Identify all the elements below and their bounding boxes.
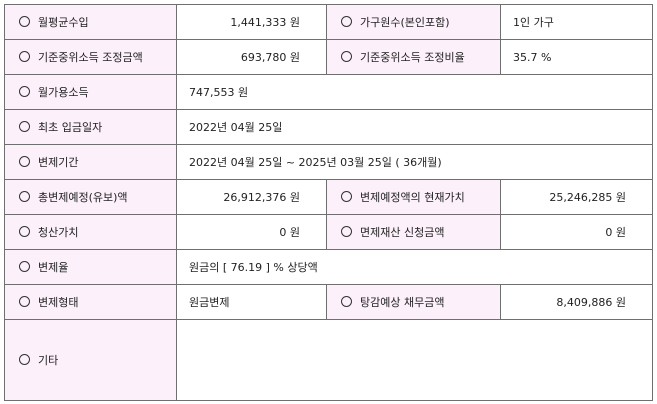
field-value: 35.7 % bbox=[500, 39, 653, 75]
field-value: 747,553 원 bbox=[176, 74, 653, 110]
label-text: 변제예정액의 현재가치 bbox=[360, 191, 465, 204]
circle-bullet-icon bbox=[19, 226, 30, 237]
label-text: 기준중위소득 조정금액 bbox=[38, 51, 143, 64]
field-label: 최초 입금일자 bbox=[4, 109, 177, 145]
table-row: 기타 bbox=[4, 319, 653, 401]
table-row: 청산가치 0 원 면제재산 신청금액 0 원 bbox=[4, 214, 653, 250]
circle-bullet-icon bbox=[19, 191, 30, 202]
circle-bullet-icon bbox=[341, 191, 352, 202]
label-text: 기타 bbox=[38, 354, 59, 367]
field-label: 변제예정액의 현재가치 bbox=[326, 179, 501, 215]
label-text: 변제기간 bbox=[38, 156, 79, 169]
field-value: 8,409,886 원 bbox=[500, 284, 653, 320]
label-text: 청산가치 bbox=[38, 226, 79, 239]
circle-bullet-icon bbox=[19, 86, 30, 97]
table-row: 최초 입금일자 2022년 04월 25일 bbox=[4, 109, 653, 145]
repayment-summary-table: 월평균수입 1,441,333 원 가구원수(본인포함) 1인 가구 기준중위소득 조정… bbox=[4, 4, 653, 401]
field-label: 변제기간 bbox=[4, 144, 177, 180]
table-row: 월가용소득 747,553 원 bbox=[4, 74, 653, 110]
field-value: 0 원 bbox=[176, 214, 327, 250]
label-text: 최초 입금일자 bbox=[38, 121, 103, 134]
field-label: 면제재산 신청금액 bbox=[326, 214, 501, 250]
label-text: 월가용소득 bbox=[38, 86, 89, 99]
field-value bbox=[176, 319, 653, 401]
circle-bullet-icon bbox=[19, 296, 30, 307]
label-text: 기준중위소득 조정비율 bbox=[360, 51, 465, 64]
circle-bullet-icon bbox=[341, 51, 352, 62]
field-value: 25,246,285 원 bbox=[500, 179, 653, 215]
field-label: 변제율 bbox=[4, 249, 177, 285]
label-text: 변제율 bbox=[38, 261, 69, 274]
label-text: 총변제예정(유보)액 bbox=[38, 191, 128, 204]
field-value: 2022년 04월 25일 bbox=[176, 109, 653, 145]
field-label: 총변제예정(유보)액 bbox=[4, 179, 177, 215]
circle-bullet-icon bbox=[341, 226, 352, 237]
circle-bullet-icon bbox=[19, 156, 30, 167]
field-label: 가구원수(본인포함) bbox=[326, 4, 501, 40]
table-row: 월평균수입 1,441,333 원 가구원수(본인포함) 1인 가구 bbox=[4, 4, 653, 40]
table-row: 변제율 원금의 [ 76.19 ] % 상당액 bbox=[4, 249, 653, 285]
field-label: 월평균수입 bbox=[4, 4, 177, 40]
circle-bullet-icon bbox=[341, 296, 352, 307]
circle-bullet-icon bbox=[19, 16, 30, 27]
field-label: 변제형태 bbox=[4, 284, 177, 320]
table-row: 기준중위소득 조정금액 693,780 원 기준중위소득 조정비율 35.7 % bbox=[4, 39, 653, 75]
table-row: 변제기간 2022년 04월 25일 ~ 2025년 03월 25일 ( 36개월… bbox=[4, 144, 653, 180]
field-label: 기준중위소득 조정비율 bbox=[326, 39, 501, 75]
field-value: 2022년 04월 25일 ~ 2025년 03월 25일 ( 36개월) bbox=[176, 144, 653, 180]
label-text: 월평균수입 bbox=[38, 16, 89, 29]
circle-bullet-icon bbox=[19, 261, 30, 272]
field-label: 탕감예상 채무금액 bbox=[326, 284, 501, 320]
field-label: 청산가치 bbox=[4, 214, 177, 250]
label-text: 가구원수(본인포함) bbox=[360, 16, 450, 29]
field-value: 0 원 bbox=[500, 214, 653, 250]
circle-bullet-icon bbox=[19, 51, 30, 62]
field-label: 기준중위소득 조정금액 bbox=[4, 39, 177, 75]
field-value: 원금변제 bbox=[176, 284, 327, 320]
circle-bullet-icon bbox=[19, 354, 30, 365]
table-row: 총변제예정(유보)액 26,912,376 원 변제예정액의 현재가치 25,246,… bbox=[4, 179, 653, 215]
label-text: 변제형태 bbox=[38, 296, 79, 309]
label-text: 탕감예상 채무금액 bbox=[360, 296, 445, 309]
field-value: 원금의 [ 76.19 ] % 상당액 bbox=[176, 249, 653, 285]
field-label: 기타 bbox=[4, 319, 177, 401]
field-value: 1인 가구 bbox=[500, 4, 653, 40]
label-text: 면제재산 신청금액 bbox=[360, 226, 445, 239]
field-label: 월가용소득 bbox=[4, 74, 177, 110]
circle-bullet-icon bbox=[19, 121, 30, 132]
circle-bullet-icon bbox=[341, 16, 352, 27]
field-value: 693,780 원 bbox=[176, 39, 327, 75]
table-row: 변제형태 원금변제 탕감예상 채무금액 8,409,886 원 bbox=[4, 284, 653, 320]
field-value: 26,912,376 원 bbox=[176, 179, 327, 215]
field-value: 1,441,333 원 bbox=[176, 4, 327, 40]
